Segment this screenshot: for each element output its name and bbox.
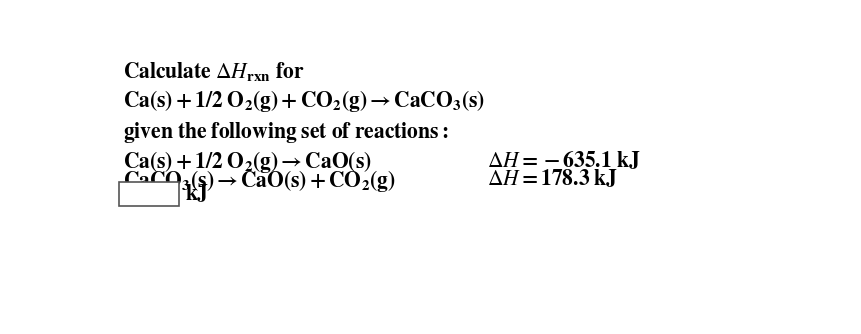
Text: $\mathbf{Calculate}\ \Delta \mathit{H}_{\mathbf{rxn}}\ \mathbf{for}$: $\mathbf{Calculate}\ \Delta \mathit{H}_{… <box>123 60 304 83</box>
Text: $\mathbf{kJ}$: $\mathbf{kJ}$ <box>185 183 209 205</box>
Text: $\mathbf{Ca(s) + 1/2\ O_2(g) \rightarrow CaO(s)}$: $\mathbf{Ca(s) + 1/2\ O_2(g) \rightarrow… <box>123 149 372 175</box>
Text: $\mathbf{CaCO_3(s) \rightarrow CaO(s) + CO_2(g)}$: $\mathbf{CaCO_3(s) \rightarrow CaO(s) + … <box>123 168 396 194</box>
Text: $\Delta \mathit{H}\mathbf{= -635.1\ kJ}$: $\Delta \mathit{H}\mathbf{= -635.1\ kJ}$ <box>487 149 641 172</box>
Text: $\mathbf{Ca(s) + 1/2\ O_2(g) + CO_2(g) \rightarrow CaCO_3(s)}$: $\mathbf{Ca(s) + 1/2\ O_2(g) + CO_2(g) \… <box>123 88 485 114</box>
Text: $\Delta \mathit{H}\mathbf{= 178.3\ kJ}$: $\Delta \mathit{H}\mathbf{= 178.3\ kJ}$ <box>487 168 618 190</box>
Bar <box>119 182 179 206</box>
Text: $\mathbf{given\ the\ following\ set\ of\ reactions:}$: $\mathbf{given\ the\ following\ set\ of\… <box>123 120 448 145</box>
